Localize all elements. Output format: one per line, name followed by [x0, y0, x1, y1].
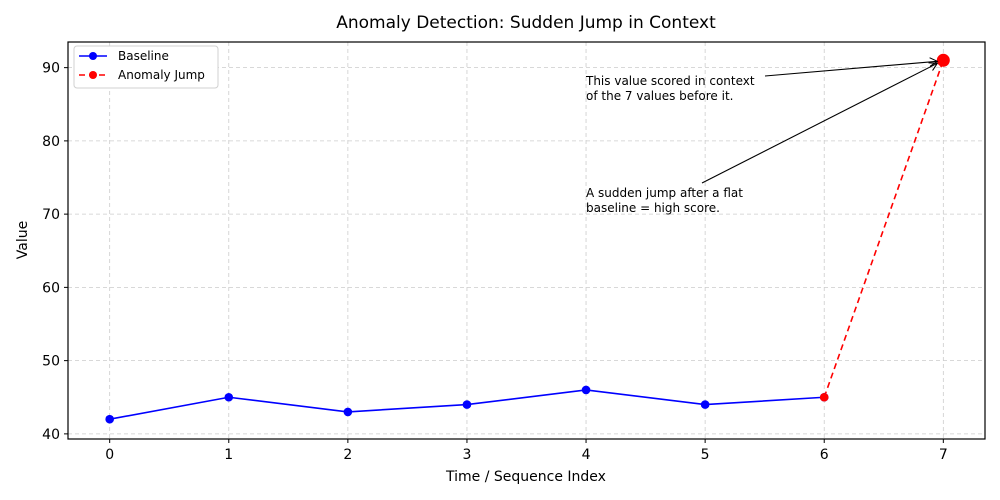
annotation-text: of the 7 values before it.	[586, 89, 733, 103]
x-tick-label: 0	[105, 447, 114, 463]
baseline-point	[581, 385, 591, 395]
x-tick-label: 1	[224, 447, 233, 463]
data-series	[105, 53, 950, 424]
y-tick-label: 80	[42, 134, 60, 150]
plot-frame	[67, 41, 986, 440]
baseline-point	[105, 414, 114, 424]
x-axis-ticks: 0 1 2 3 4 5 6 7	[105, 439, 948, 463]
x-tick-label: 5	[701, 447, 710, 463]
grid-lines	[68, 42, 985, 439]
anomaly-point	[819, 392, 829, 402]
x-tick-label: 7	[939, 447, 948, 463]
y-tick-label: 90	[42, 61, 60, 77]
annotation-text: This value scored in context	[585, 74, 755, 88]
annotation-text: baseline = high score.	[586, 201, 720, 215]
baseline-point	[700, 400, 710, 409]
y-axis-label: Value	[15, 221, 31, 259]
y-tick-label: 50	[42, 354, 60, 370]
legend: Baseline Anomaly Jump	[73, 45, 219, 89]
x-tick-label: 4	[582, 447, 591, 463]
y-tick-label: 70	[42, 207, 60, 223]
chart-title: Anomaly Detection: Sudden Jump in Contex…	[336, 13, 716, 33]
baseline-point	[462, 400, 472, 409]
x-axis-label: Time / Sequence Index	[445, 469, 606, 485]
y-axis-ticks: 40 50 60 70 80 90	[42, 61, 68, 443]
x-tick-label: 3	[462, 447, 471, 463]
annotation-text: A sudden jump after a flat	[586, 186, 743, 200]
anomaly-point	[936, 53, 950, 67]
x-tick-label: 2	[343, 447, 352, 463]
baseline-point	[343, 407, 353, 417]
x-tick-label: 6	[820, 447, 829, 463]
legend-entry: Anomaly Jump	[118, 68, 205, 82]
y-tick-label: 60	[42, 280, 60, 296]
legend-entry: Baseline	[118, 49, 169, 63]
y-tick-label: 40	[42, 427, 60, 443]
anomaly-line	[823, 60, 945, 398]
baseline-point	[224, 392, 234, 402]
